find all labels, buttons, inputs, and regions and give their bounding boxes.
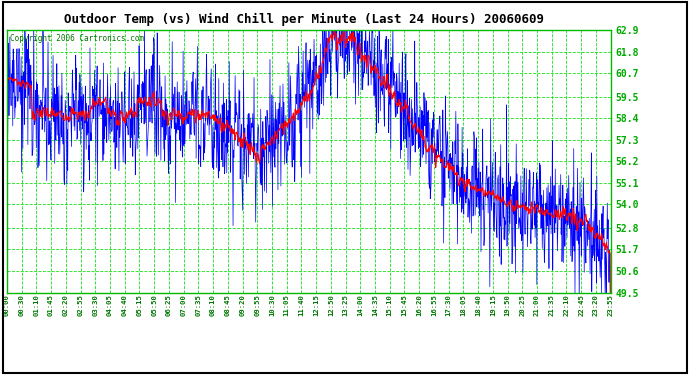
- Text: Copyright 2006 Cartronics.com: Copyright 2006 Cartronics.com: [10, 34, 144, 43]
- Text: Outdoor Temp (vs) Wind Chill per Minute (Last 24 Hours) 20060609: Outdoor Temp (vs) Wind Chill per Minute …: [63, 13, 544, 26]
